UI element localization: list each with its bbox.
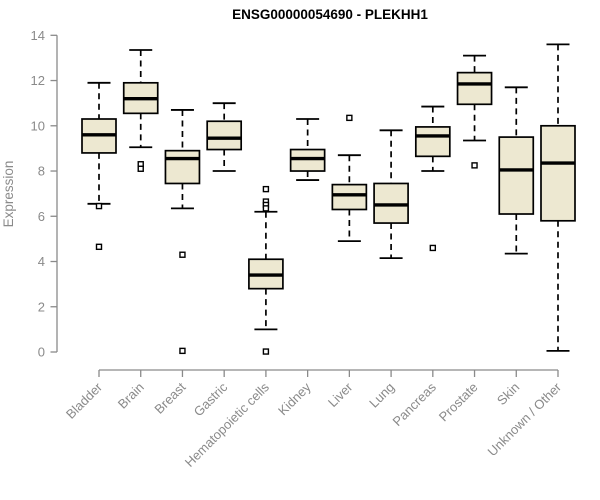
- y-tick-label: 6: [38, 209, 45, 224]
- outlier-point: [346, 114, 353, 122]
- x-tick-label: Gastric: [191, 379, 231, 419]
- y-tick-label: 12: [31, 73, 45, 88]
- x-tick-label: Kidney: [275, 379, 314, 418]
- box-group-gastric: [206, 102, 243, 172]
- x-tick-label: Pancreas: [389, 379, 439, 429]
- iqr-box: [498, 136, 535, 215]
- chart-title: ENSG00000054690 - PLEKHH1: [232, 7, 428, 22]
- y-axis: 0 2 4 6 8 10 12 14: [31, 28, 58, 360]
- y-tick-label: 10: [31, 118, 45, 133]
- x-tick-label: Bladder: [63, 379, 106, 422]
- outlier-point: [262, 185, 270, 193]
- box-group-hematopoietic-cells: [248, 185, 284, 355]
- outlier-point: [179, 347, 186, 355]
- outlier-point: [95, 202, 103, 210]
- outlier-point: [429, 244, 437, 252]
- box-group-skin: [498, 86, 535, 255]
- outlier-point: [179, 251, 186, 258]
- box-group-lung: [373, 129, 409, 260]
- box-group-liver: [331, 114, 368, 243]
- iqr-box: [414, 126, 451, 158]
- y-tick-label: 4: [38, 254, 45, 269]
- box-group-kidney: [289, 118, 326, 181]
- y-tick-label: 8: [38, 164, 45, 179]
- y-tick-label: 14: [31, 28, 45, 43]
- outlier-point: [137, 165, 144, 172]
- x-tick-label: Lung: [366, 380, 397, 411]
- iqr-box: [331, 183, 368, 211]
- iqr-box: [456, 71, 493, 106]
- box-group-bladder: [81, 81, 117, 251]
- y-tick-label: 2: [38, 299, 45, 314]
- iqr-box: [206, 120, 243, 151]
- box-group-unknown-other: [540, 43, 576, 352]
- outlier-point: [95, 243, 103, 251]
- box-group-breast: [164, 109, 201, 355]
- iqr-box: [164, 149, 201, 185]
- iqr-box: [540, 124, 576, 222]
- box-group-pancreas: [414, 105, 451, 252]
- x-tick-label: Skin: [494, 380, 522, 408]
- outlier-point: [262, 348, 270, 355]
- box-group-prostate: [456, 54, 493, 169]
- x-tick-label: Unknown / Other: [485, 379, 565, 459]
- y-axis-label: Expression: [1, 161, 16, 228]
- outlier-point: [262, 205, 270, 212]
- x-tick-label: Prostate: [436, 380, 481, 425]
- x-tick-label: Liver: [325, 379, 356, 410]
- outlier-point: [471, 162, 478, 169]
- boxes-layer: [81, 43, 576, 355]
- box-group-brain: [122, 49, 159, 172]
- y-tick-label: 0: [38, 345, 45, 360]
- x-tick-label: Breast: [151, 379, 188, 416]
- x-tick-label: Brain: [115, 380, 147, 412]
